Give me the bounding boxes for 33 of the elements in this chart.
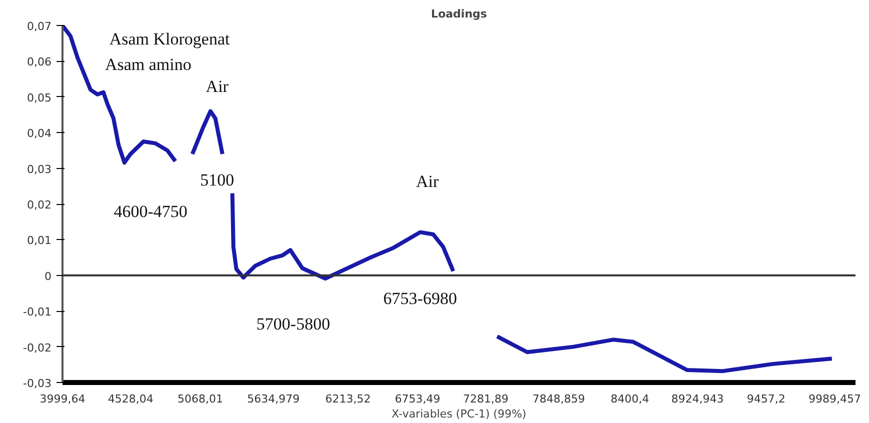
x-tick-label: 9457,2 xyxy=(746,392,786,406)
y-tick-label: 0,06 xyxy=(27,56,52,69)
annotation: 6753-6980 xyxy=(383,289,457,308)
x-tick-label: 8400,4 xyxy=(610,392,650,406)
y-tick-label: -0,01 xyxy=(23,306,52,319)
x-tick-label: 9989,457 xyxy=(808,392,862,406)
x-tick-label: 6753,49 xyxy=(394,392,440,406)
y-tick-label: 0,07 xyxy=(27,20,52,33)
annotation: 5700-5800 xyxy=(256,314,330,334)
annotation: Air xyxy=(206,77,229,96)
y-tick-label: 0,04 xyxy=(27,127,52,140)
x-tick-label: 4528,04 xyxy=(108,392,154,406)
y-tick-label: -0,02 xyxy=(23,341,52,354)
y-tick-label: 0,03 xyxy=(27,162,52,176)
x-tick-label: 7281,89 xyxy=(462,392,508,406)
x-axis-title: X-variables (PC-1) (99%) xyxy=(392,408,526,420)
annotation: 5100 xyxy=(200,170,234,190)
annotation: 4600-4750 xyxy=(114,202,188,221)
y-tick-label: 0,02 xyxy=(27,198,52,212)
x-tick-label: 5068,01 xyxy=(178,392,224,406)
y-tick-label: 0 xyxy=(44,270,52,283)
x-tick-label: 5634,979 xyxy=(247,392,300,406)
annotation: Air xyxy=(416,172,439,192)
x-tick-label: 7848,859 xyxy=(532,392,586,406)
x-tick-label: 8924,943 xyxy=(671,392,724,406)
y-tick-label: 0,01 xyxy=(27,234,52,248)
x-tick-label: 6213,52 xyxy=(325,392,371,406)
y-tick-label: -0,03 xyxy=(23,377,52,390)
y-tick-label: 0,05 xyxy=(27,91,52,104)
chart-title: Loadings xyxy=(431,8,488,20)
x-tick-label: 3999,64 xyxy=(40,392,86,406)
annotation: Asam amino xyxy=(104,54,192,74)
annotation: Asam Klorogenat xyxy=(109,30,230,49)
